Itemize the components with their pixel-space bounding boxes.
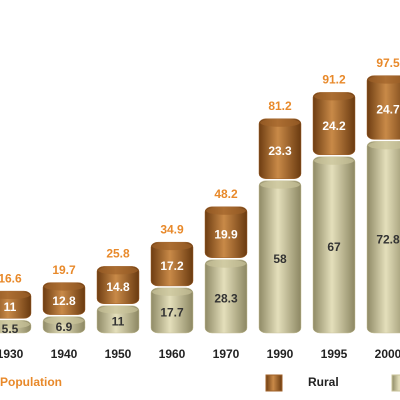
total-label: 16.6 (0, 271, 22, 285)
segment-cap (44, 316, 84, 325)
segment-cap (314, 92, 354, 101)
segment-cap (0, 320, 30, 329)
value-label: 28.3 (214, 292, 238, 306)
x-tick-label: 1930 (0, 347, 24, 361)
total-label: 25.8 (106, 247, 130, 261)
total-label: 19.7 (52, 263, 76, 277)
segment-cap (98, 266, 138, 275)
segment-cap (98, 305, 138, 314)
segment-cap (206, 206, 246, 215)
x-tick-label: 1970 (213, 347, 240, 361)
segment-cap (44, 282, 84, 291)
value-label: 19.9 (214, 227, 238, 241)
legend-swatch (391, 374, 400, 392)
value-label: 17.7 (160, 306, 184, 320)
value-label: 24.7 (376, 103, 400, 117)
value-label: 12.8 (52, 294, 76, 308)
x-tick-label: 1960 (159, 347, 186, 361)
segment-cap (152, 287, 192, 296)
segment-cap (206, 259, 246, 268)
x-tick-label: 1990 (267, 347, 294, 361)
segment-cap (314, 156, 354, 165)
value-label: 72.8 (376, 232, 400, 246)
total-label: 91.2 (322, 73, 346, 87)
x-tick-label: 1940 (51, 347, 78, 361)
legend-swatch (265, 374, 283, 392)
total-label: 81.2 (268, 99, 292, 113)
legend-label: Total Population (0, 375, 62, 389)
segment-cap (260, 180, 300, 189)
total-label: 97.5 (376, 56, 400, 70)
x-tick-label: 1995 (321, 347, 348, 361)
x-tick-label: 2000 (375, 347, 400, 361)
value-label: 11 (4, 300, 17, 314)
value-label: 24.2 (322, 119, 346, 133)
legend-label: Rural (308, 375, 339, 389)
segment-cap (260, 118, 300, 127)
value-label: 17.2 (160, 259, 184, 273)
value-label: 6.9 (56, 320, 73, 334)
value-label: 5.5 (2, 322, 19, 336)
value-label: 23.3 (268, 144, 292, 158)
segment-cap (152, 242, 192, 251)
value-label: 11 (112, 315, 125, 329)
segment-cap (0, 291, 30, 300)
x-tick-label: 1950 (105, 347, 132, 361)
segment-cap (368, 141, 400, 150)
value-label: 67 (327, 240, 341, 254)
segment-cap (368, 75, 400, 84)
value-label: 58 (273, 252, 287, 266)
total-label: 48.2 (214, 187, 238, 201)
value-label: 14.8 (106, 280, 130, 294)
total-label: 34.9 (160, 222, 184, 236)
